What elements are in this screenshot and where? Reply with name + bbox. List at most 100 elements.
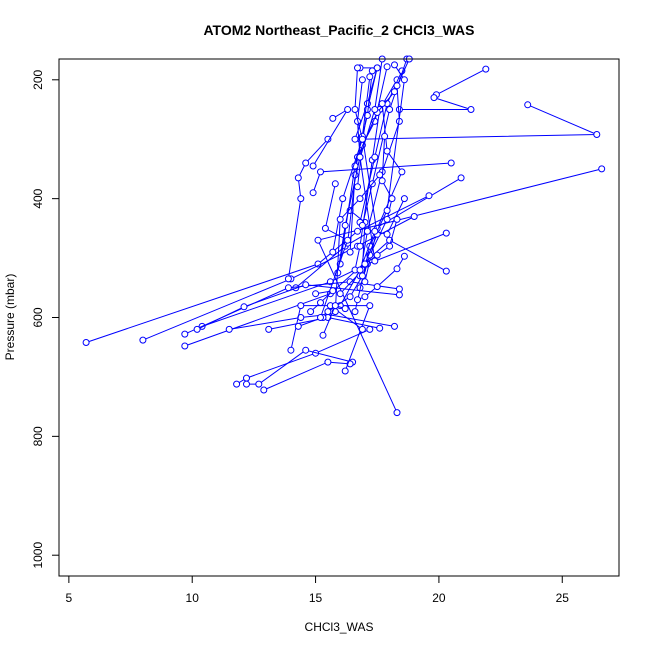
series-line-19: [287, 138, 329, 279]
data-point: [363, 112, 371, 119]
data-point: [233, 380, 241, 388]
data-point: [393, 265, 401, 273]
data-point: [371, 227, 379, 235]
data-point: [366, 302, 374, 310]
data-point: [317, 168, 324, 176]
data-point: [302, 159, 310, 167]
data-point: [329, 287, 337, 295]
data-point: [341, 221, 349, 229]
data-point: [243, 374, 250, 382]
data-point: [284, 275, 292, 283]
y-axis-label: Pressure (mbar): [3, 274, 17, 361]
data-point: [329, 114, 337, 122]
series-line-16: [263, 361, 351, 391]
data-point: [376, 171, 384, 179]
data-point: [356, 266, 364, 274]
data-point: [331, 302, 339, 310]
data-point: [265, 325, 273, 333]
data-point: [351, 135, 359, 143]
data-point: [336, 290, 344, 298]
data-point: [225, 325, 233, 333]
series-line-15: [246, 349, 353, 385]
x-axis-label: CHCl3_WAS: [305, 620, 374, 634]
data-point: [358, 325, 366, 333]
data-point: [321, 224, 329, 232]
data-point: [430, 94, 438, 102]
data-point: [383, 215, 391, 223]
series-line-42: [320, 183, 349, 318]
data-point: [260, 386, 268, 394]
y-axis: 200 400 600 800 1000: [31, 69, 60, 569]
data-point: [598, 165, 606, 173]
data-point: [371, 106, 379, 113]
data-point: [358, 272, 366, 280]
data-point: [317, 314, 324, 321]
data-point: [302, 281, 310, 289]
data-point: [391, 322, 398, 330]
data-point: [354, 227, 361, 235]
data-point: [354, 183, 361, 191]
data-point: [395, 285, 403, 293]
x-tick-label: 20: [432, 591, 446, 605]
data-point: [593, 131, 601, 138]
data-point: [317, 299, 324, 307]
data-point: [329, 248, 337, 256]
series-line-12: [229, 313, 395, 330]
data-point: [358, 135, 366, 143]
data-point: [376, 324, 384, 332]
data-point: [400, 76, 408, 84]
data-point: [307, 308, 315, 316]
data-point: [339, 195, 347, 203]
data-point: [368, 67, 376, 75]
data-point: [391, 88, 398, 96]
data-point: [442, 229, 450, 237]
series-line-44: [310, 290, 335, 312]
y-tick-label: 600: [31, 307, 45, 327]
data-point: [366, 73, 374, 81]
data-point: [341, 367, 349, 375]
data-point: [373, 64, 381, 72]
series-line-29: [349, 58, 383, 253]
series-line-22: [354, 67, 378, 140]
x-tick-label: 10: [186, 591, 200, 605]
data-point: [371, 153, 379, 161]
series-line-0: [436, 68, 487, 96]
data-point: [354, 64, 361, 72]
data-point: [312, 290, 320, 298]
data-point: [383, 63, 391, 71]
data-point: [341, 305, 349, 313]
data-point: [344, 236, 352, 244]
data-point: [181, 342, 189, 350]
data-point: [425, 192, 433, 200]
series-line-41: [334, 174, 381, 312]
data-point: [383, 230, 391, 238]
x-tick-label: 15: [309, 591, 323, 605]
y-tick-label: 400: [31, 188, 45, 208]
x-tick-label: 5: [66, 591, 73, 605]
data-point: [309, 189, 317, 197]
data-point: [393, 409, 401, 417]
data-point: [243, 380, 250, 388]
series-line-36: [361, 76, 378, 265]
data-point: [363, 227, 371, 235]
data-point: [447, 159, 455, 167]
data-point: [361, 293, 369, 301]
x-tick-label: 25: [556, 591, 570, 605]
series-line-24: [357, 66, 388, 187]
y-tick-label: 800: [31, 426, 45, 446]
data-point: [356, 153, 364, 161]
data-point: [294, 174, 302, 182]
data-point: [391, 61, 398, 69]
data-point: [356, 242, 364, 250]
data-point: [400, 195, 408, 203]
y-tick-label: 200: [31, 69, 45, 89]
data-point: [314, 236, 322, 244]
data-point: [383, 147, 391, 155]
series-layer: [82, 55, 606, 417]
data-point: [395, 291, 403, 299]
data-point: [378, 100, 386, 108]
data-point: [383, 207, 391, 214]
data-point: [336, 215, 344, 223]
data-point: [351, 308, 359, 316]
